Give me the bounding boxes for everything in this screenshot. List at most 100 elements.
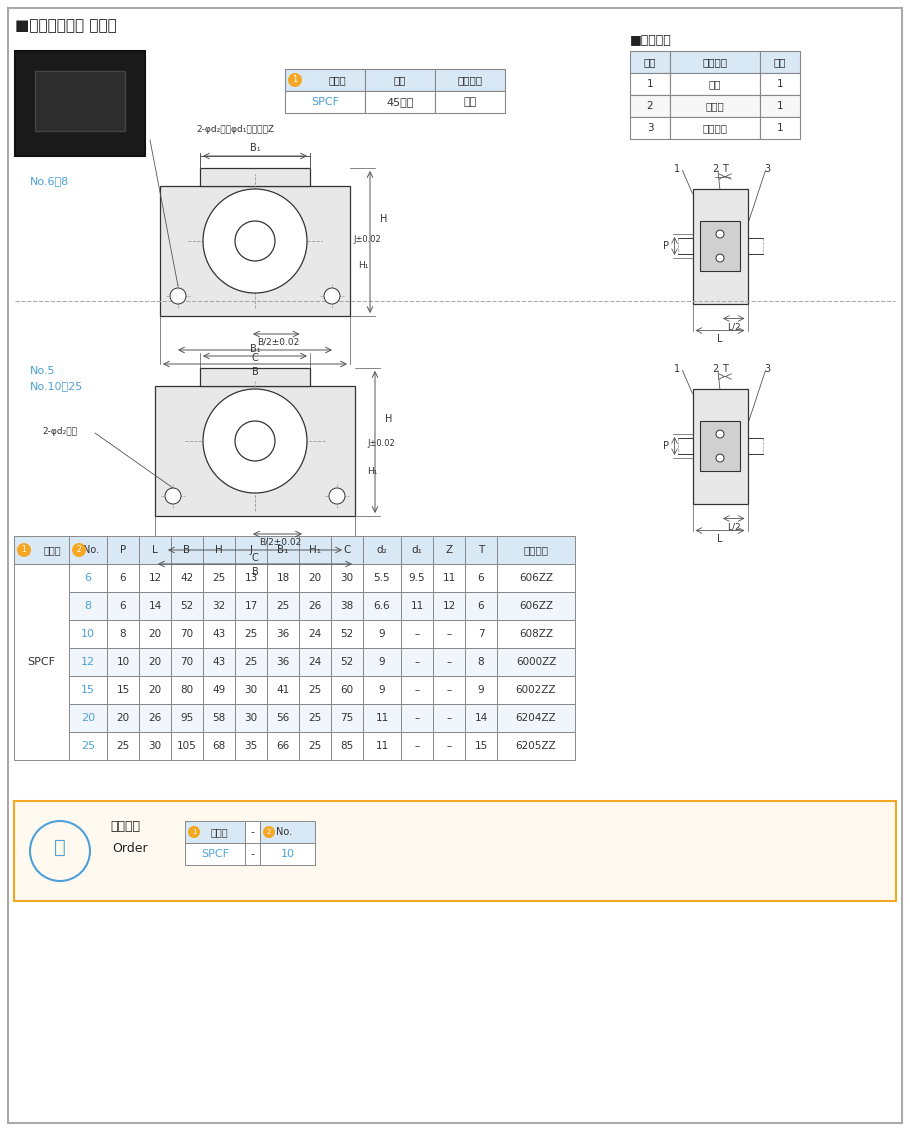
Text: 11: 11 — [375, 713, 389, 723]
Text: 1: 1 — [777, 101, 784, 111]
Text: H: H — [380, 214, 388, 224]
Bar — [139, 536, 171, 564]
Bar — [433, 592, 465, 620]
Bar — [139, 564, 171, 592]
Text: 1: 1 — [674, 363, 681, 373]
Bar — [107, 676, 139, 703]
Text: 5.5: 5.5 — [374, 573, 390, 582]
Bar — [139, 620, 171, 648]
Text: 36: 36 — [277, 657, 289, 667]
Bar — [760, 116, 800, 139]
Text: J: J — [249, 545, 252, 555]
Bar — [299, 676, 331, 703]
Circle shape — [170, 288, 186, 304]
Text: 编号: 编号 — [643, 57, 656, 67]
Text: –: – — [414, 629, 420, 639]
Text: 30: 30 — [245, 685, 258, 696]
Bar — [285, 69, 365, 90]
Text: 75: 75 — [340, 713, 354, 723]
Bar — [401, 564, 433, 592]
Bar — [670, 74, 760, 95]
Bar — [331, 703, 363, 732]
Text: 1: 1 — [777, 123, 784, 133]
Text: 14: 14 — [148, 601, 162, 611]
Text: 25: 25 — [308, 713, 321, 723]
Bar — [630, 116, 670, 139]
Text: 9.5: 9.5 — [409, 573, 425, 582]
Bar — [331, 676, 363, 703]
Text: 类型码: 类型码 — [329, 75, 346, 85]
Bar — [203, 703, 235, 732]
Bar — [267, 703, 299, 732]
Text: Order: Order — [112, 843, 147, 855]
Bar — [245, 821, 260, 843]
Bar — [299, 703, 331, 732]
Bar — [160, 185, 350, 316]
Text: L: L — [717, 334, 723, 344]
Bar — [630, 51, 670, 74]
Text: H: H — [385, 414, 392, 423]
Circle shape — [324, 288, 340, 304]
Text: B: B — [252, 567, 258, 577]
Text: 25: 25 — [277, 601, 289, 611]
Bar — [260, 843, 315, 865]
Text: 26: 26 — [308, 601, 321, 611]
Text: 3: 3 — [647, 123, 653, 133]
Text: B: B — [184, 545, 190, 555]
Text: 608ZZ: 608ZZ — [519, 629, 553, 639]
Circle shape — [263, 826, 275, 838]
Text: SPCF: SPCF — [311, 97, 339, 107]
Text: H: H — [215, 545, 223, 555]
Text: SPCF: SPCF — [201, 849, 229, 860]
Text: 1: 1 — [292, 76, 298, 85]
Bar — [363, 703, 401, 732]
Bar — [630, 74, 670, 95]
Bar — [760, 51, 800, 74]
Text: 17: 17 — [245, 601, 258, 611]
Bar — [69, 592, 107, 620]
Bar — [285, 90, 365, 113]
Bar — [203, 676, 235, 703]
Bar — [465, 732, 497, 760]
Text: 36: 36 — [277, 629, 289, 639]
Bar — [139, 676, 171, 703]
Bar — [465, 536, 497, 564]
Bar — [433, 536, 465, 564]
Circle shape — [716, 430, 724, 438]
Text: 13: 13 — [245, 573, 258, 582]
Text: 订购范例: 订购范例 — [110, 820, 140, 832]
Text: 9: 9 — [379, 685, 385, 696]
Circle shape — [716, 254, 724, 262]
Bar — [363, 620, 401, 648]
Circle shape — [188, 826, 200, 838]
Text: 1: 1 — [777, 79, 784, 89]
Bar — [203, 648, 235, 676]
Text: 43: 43 — [212, 657, 226, 667]
Bar — [107, 648, 139, 676]
Text: 轴承型号: 轴承型号 — [523, 545, 549, 555]
Bar — [331, 732, 363, 760]
Bar — [331, 648, 363, 676]
Bar — [497, 703, 575, 732]
Bar — [433, 703, 465, 732]
Bar — [630, 95, 670, 116]
Text: No.6～8: No.6～8 — [30, 176, 69, 185]
Text: –: – — [447, 629, 451, 639]
Text: –: – — [447, 657, 451, 667]
Bar — [155, 386, 355, 516]
Text: 30: 30 — [340, 573, 354, 582]
Bar — [69, 620, 107, 648]
Circle shape — [58, 77, 102, 121]
Bar — [465, 703, 497, 732]
Text: –: – — [447, 741, 451, 751]
Text: Z: Z — [445, 545, 452, 555]
Bar — [401, 620, 433, 648]
Bar — [171, 564, 203, 592]
Bar — [235, 536, 267, 564]
Text: B/2±0.02: B/2±0.02 — [258, 337, 300, 346]
Bar — [670, 116, 760, 139]
Bar — [267, 676, 299, 703]
Text: No.: No. — [83, 545, 99, 555]
Text: 12: 12 — [148, 573, 162, 582]
Text: 85: 85 — [340, 741, 354, 751]
